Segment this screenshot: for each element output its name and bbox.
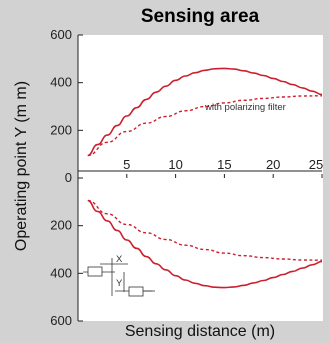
x-tick-label: 20 [266,157,280,172]
solid-curve-upper [87,67,323,157]
x-tick-label: 15 [217,157,231,172]
x-axis-label: Sensing distance (m) [125,323,275,340]
chart-title: Sensing area [141,6,260,27]
y-tick-label: 400 [50,75,72,90]
inset-label-x: X [116,254,123,265]
x-tick-label: 5 [123,157,130,172]
y-tick-label: 200 [50,122,72,137]
y-tick-label: 600 [50,27,72,42]
inset-label-y: Y [116,278,123,289]
y-tick-label: 0 [65,170,72,185]
y-axis-label: Operating point Y (m m) [13,81,30,251]
sensor-setup-inset [83,258,155,297]
y-ticks: 600 400 200 0 200 400 600 [50,27,83,328]
solid-curve-lower [87,199,323,289]
plot-area [78,35,323,321]
dashed-curve-lower [87,199,323,261]
y-tick-label: 600 [50,313,72,328]
y-tick-label: 400 [50,265,72,280]
y-tick-label: 200 [50,218,72,233]
polarizing-filter-annotation: with polarizing filter [204,102,286,113]
series-group [87,67,323,289]
x-tick-label: 10 [168,157,182,172]
dashed-curve-upper [87,95,323,157]
x-tick-label: 25 [309,157,323,172]
x-ticks: 5 10 15 20 25 [123,157,323,178]
